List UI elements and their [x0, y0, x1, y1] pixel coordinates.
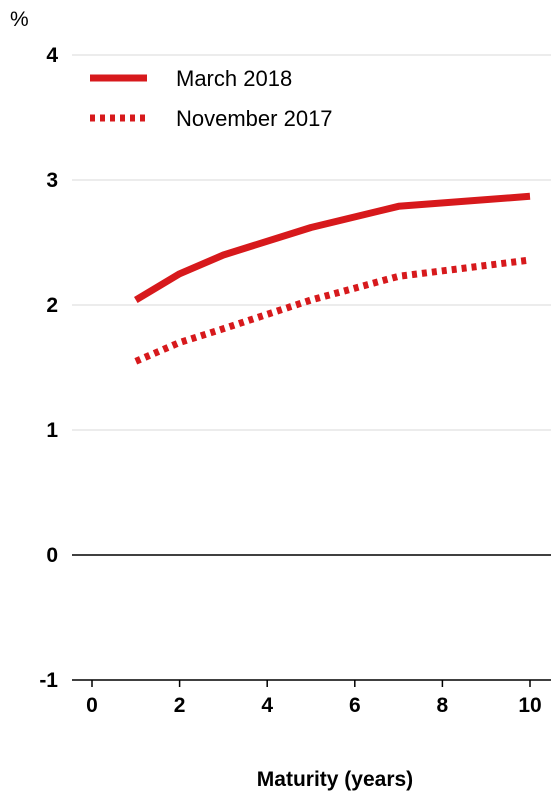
series — [134, 192, 531, 365]
legend-label-1: November 2017 — [176, 106, 333, 131]
series-line-march-2018 — [134, 192, 531, 304]
y-tick-label-1: 0 — [46, 544, 58, 567]
y-tick-label-3: 2 — [46, 294, 58, 317]
axes: -1 0 1 2 3 4 0 2 4 6 8 10 — [39, 44, 551, 717]
legend-label-0: March 2018 — [176, 66, 292, 91]
x-axis-title: Maturity (years) — [257, 768, 413, 791]
y-unit-label: % — [10, 8, 29, 31]
legend: March 2018 November 2017 — [90, 66, 333, 131]
x-tick-label-4: 8 — [437, 694, 449, 717]
y-tick-label-4: 3 — [46, 169, 58, 192]
y-tick-label-5: 4 — [46, 44, 58, 67]
y-tick-label-0: -1 — [39, 669, 58, 692]
series-line-november-2017 — [134, 256, 531, 365]
x-tick-label-2: 4 — [261, 694, 273, 717]
gridlines — [72, 54, 551, 556]
x-tick-label-3: 6 — [349, 694, 361, 717]
x-tick-label-1: 2 — [174, 694, 186, 717]
y-tick-label-2: 1 — [46, 419, 58, 442]
x-tick-label-5: 10 — [518, 694, 541, 717]
x-tick-label-0: 0 — [86, 694, 98, 717]
